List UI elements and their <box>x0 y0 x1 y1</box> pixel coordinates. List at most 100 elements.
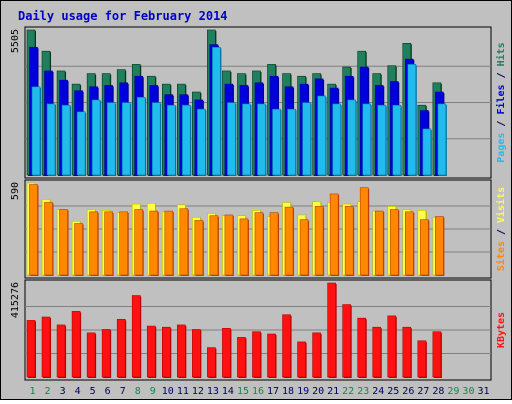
bar-kbytes <box>282 314 291 378</box>
bar-kbytes <box>252 331 261 378</box>
bar-kbytes <box>417 340 427 378</box>
y-axis-title-part: KBytes <box>496 312 507 348</box>
panel-sites-visits: 590 Sites / Visits <box>10 179 507 279</box>
y-axis-title: Pages / Files / Hits <box>495 42 507 162</box>
bar-pages <box>46 103 56 176</box>
day-labels: 1 2 3 4 5 6 7 8 9 10 11 12 13 14 15 16 17 18 19 20 21 22 23 24 2… <box>30 386 490 397</box>
bar-kbytes <box>267 333 276 378</box>
x-tick-label: 24 <box>372 386 384 397</box>
panel-pages-files-hits: 5505 Pages / Files / Hits <box>10 26 507 179</box>
y-axis-title: Sites / Visits <box>495 187 507 271</box>
bar-sites <box>89 211 98 276</box>
bar-pages <box>31 86 41 176</box>
bar-sites <box>329 193 339 276</box>
bar-pages <box>377 104 387 176</box>
bar-sites <box>74 223 83 276</box>
bar-sites <box>374 210 384 276</box>
bar-sites <box>149 210 159 276</box>
bar-kbytes <box>192 329 201 378</box>
bar-kbytes <box>26 320 36 378</box>
x-tick-label: 21 <box>327 386 339 397</box>
bar-sites <box>239 218 249 276</box>
bar-pages <box>197 108 206 176</box>
x-tick-label: 27 <box>417 386 429 397</box>
x-tick-label: 1 <box>30 386 36 397</box>
bar-sites <box>104 211 113 276</box>
bar-sites <box>119 211 128 276</box>
bar-sites <box>284 206 294 276</box>
x-tick-label: 17 <box>267 386 279 397</box>
y-axis-title-part: / <box>496 223 507 241</box>
y-axis-title-part: Sites <box>495 241 507 271</box>
x-tick-label: 20 <box>312 386 324 397</box>
bar-sites <box>254 212 264 276</box>
x-tick-label: 10 <box>162 386 174 397</box>
x-tick-label: 12 <box>192 386 204 397</box>
x-tick-label: 8 <box>135 386 141 397</box>
y-axis-title: KBytes <box>496 312 507 348</box>
bar-sites <box>299 219 309 276</box>
bar-pages <box>61 104 71 176</box>
bar-kbytes <box>372 326 382 378</box>
bar-pages <box>182 104 191 176</box>
bar-pages <box>347 99 356 176</box>
y-axis-title-part: Pages <box>496 133 507 163</box>
bar-kbytes <box>131 295 141 378</box>
bar-sites <box>194 220 204 276</box>
bar-pages <box>106 102 116 176</box>
bar-sites <box>209 215 219 276</box>
y-axis-title-part: / <box>496 66 507 84</box>
bar-pages <box>437 103 447 176</box>
bar-kbytes <box>101 329 111 378</box>
bar-kbytes <box>71 311 81 378</box>
bar-kbytes <box>387 315 397 378</box>
bar-pages <box>317 95 326 176</box>
x-tick-label: 31 <box>477 386 489 397</box>
bar-sites <box>269 212 279 276</box>
bar-sites <box>134 209 144 276</box>
bar-pages <box>257 103 266 176</box>
bar-kbytes <box>327 282 336 378</box>
y-max-label: 5505 <box>10 29 21 53</box>
x-tick-label: 7 <box>120 386 126 397</box>
x-tick-label: 22 <box>342 386 354 397</box>
panels-layer: 5505 Pages / Files / Hits 590 Sites / Visit… <box>10 26 507 381</box>
bar-pages <box>272 108 281 176</box>
bar-pages <box>392 104 402 176</box>
bar-sites <box>224 214 234 276</box>
bar-pages <box>121 102 131 176</box>
bar-kbytes <box>342 304 351 378</box>
bar-kbytes <box>222 328 231 378</box>
bar-kbytes <box>161 326 171 378</box>
y-axis-title-part: Files <box>495 84 507 114</box>
bar-kbytes <box>146 325 156 378</box>
x-tick-label: 25 <box>387 386 399 397</box>
x-tick-label: 15 <box>237 386 249 397</box>
bar-pages <box>362 103 372 176</box>
y-axis-title-part: Hits <box>495 42 507 66</box>
bar-kbytes <box>177 324 186 378</box>
bar-sites <box>179 208 189 276</box>
x-tick-label: 5 <box>90 386 96 397</box>
x-tick-label: 9 <box>150 386 156 397</box>
bar-kbytes <box>402 326 412 378</box>
bar-kbytes <box>297 341 306 378</box>
x-tick-label: 30 <box>462 386 474 397</box>
x-tick-label: 23 <box>357 386 369 397</box>
bar-sites <box>29 184 38 276</box>
x-tick-label: 13 <box>207 386 219 397</box>
x-tick-label: 16 <box>252 386 264 397</box>
bar-pages <box>91 99 101 176</box>
chart-title: Daily usage for February 2014 <box>18 9 228 23</box>
x-tick-label: 18 <box>282 386 294 397</box>
bar-kbytes <box>357 317 367 378</box>
panel-kbytes: 415276 KBytes <box>10 279 507 381</box>
bar-kbytes <box>237 337 246 378</box>
x-tick-label: 6 <box>105 386 111 397</box>
x-tick-label: 14 <box>222 386 234 397</box>
bar-pages <box>242 103 251 176</box>
bar-sites <box>59 209 68 276</box>
bar-sites <box>44 202 53 276</box>
